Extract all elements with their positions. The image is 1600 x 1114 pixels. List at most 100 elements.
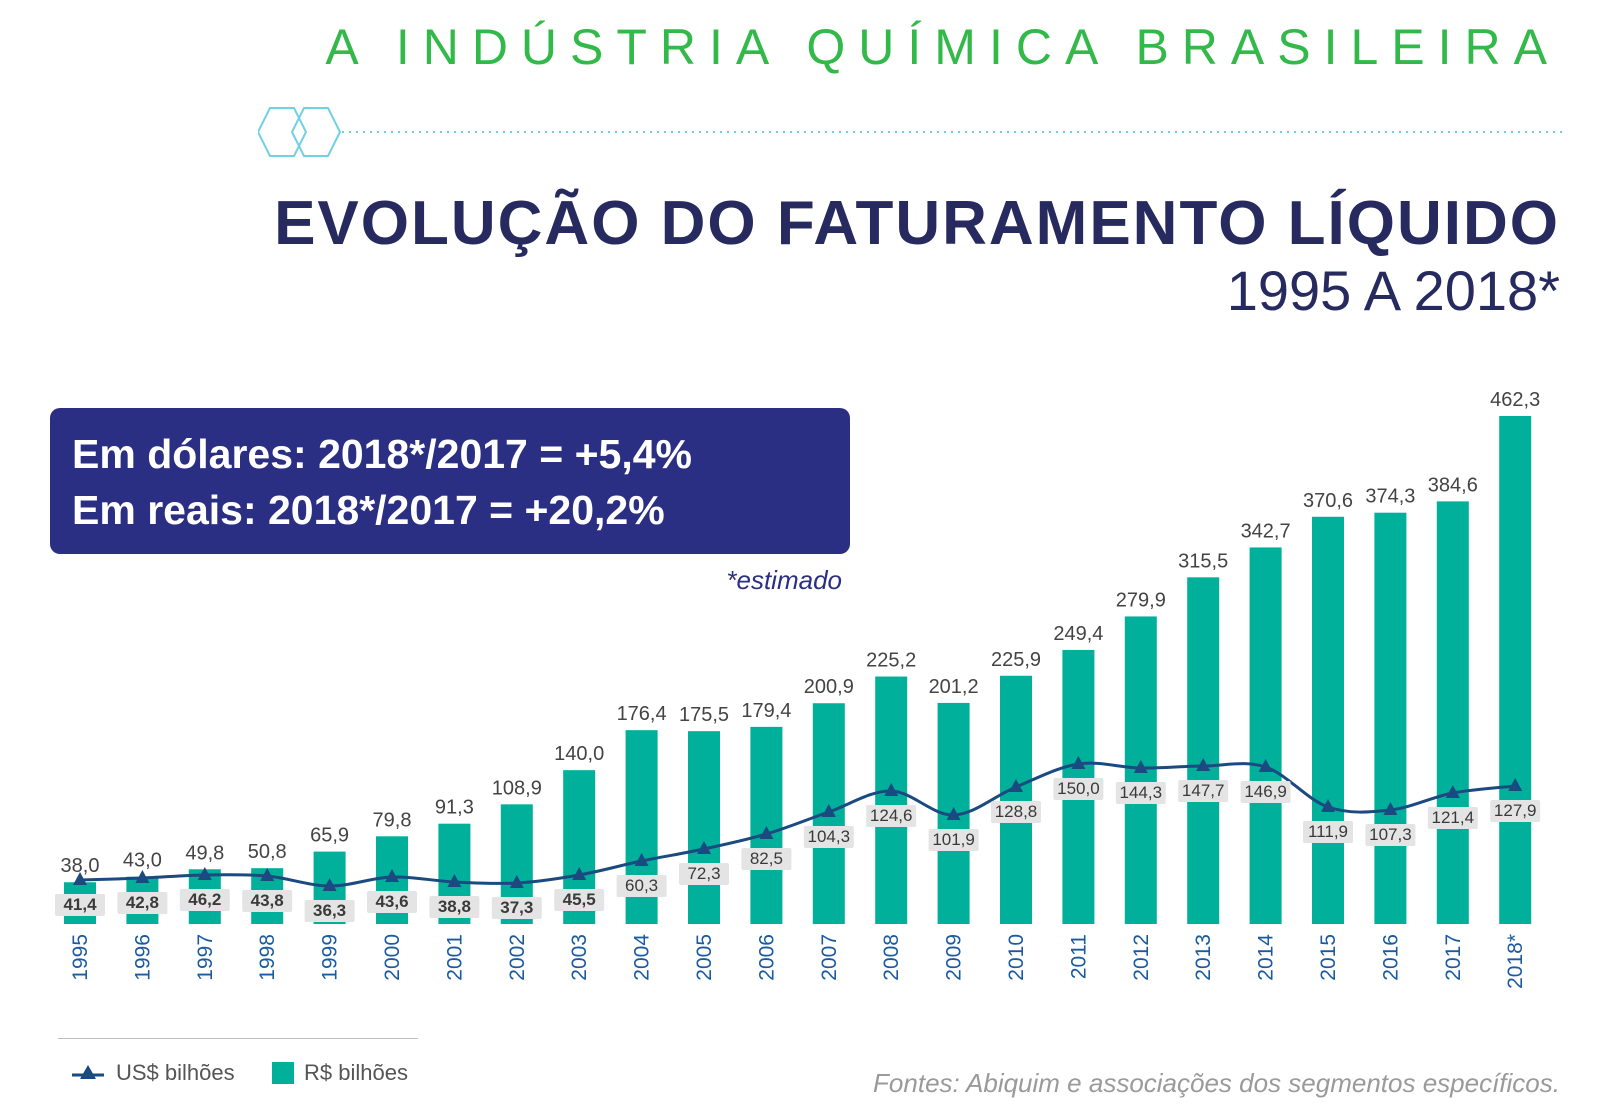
usd-label-bg-2006	[741, 848, 792, 870]
usd-label-2005: 72,3	[687, 864, 720, 883]
usd-label-bg-2011	[1053, 778, 1104, 800]
bar-brl-2013	[1187, 577, 1220, 924]
usd-label-2008: 124,6	[870, 806, 913, 825]
usd-marker-2011	[1071, 756, 1086, 769]
callout-usd-growth: Em dólares: 2018*/2017 = +5,4%	[72, 431, 692, 477]
year-label-2017: 2017	[1442, 934, 1465, 981]
usd-marker-2003	[572, 867, 587, 880]
usd-label-2000: 43,6	[375, 892, 408, 911]
usd-label-2006: 82,5	[750, 849, 783, 868]
usd-marker-1997	[197, 867, 212, 880]
bar-label-2003: 140,0	[554, 743, 604, 765]
bar-label-2007: 200,9	[804, 676, 854, 698]
estimate-note: *estimado	[726, 565, 842, 595]
legend-usd: US$ bilhões	[70, 1060, 235, 1086]
bar-label-1996: 43,0	[123, 850, 162, 872]
year-label-2002: 2002	[506, 934, 529, 981]
year-label-2001: 2001	[443, 934, 466, 981]
bar-label-2008: 225,2	[866, 650, 916, 672]
bar-brl-2006	[750, 726, 783, 924]
usd-label-1996: 42,8	[126, 893, 159, 912]
usd-marker-2007	[821, 804, 836, 817]
usd-marker-2005	[697, 841, 711, 854]
year-label-1997: 1997	[194, 934, 217, 981]
bar-label-1998: 50,8	[248, 841, 287, 863]
usd-marker-2009	[946, 807, 961, 820]
callout-brl-growth: Em reais: 2018*/2017 = +20,2%	[72, 487, 665, 533]
bar-brl-2015	[1312, 516, 1344, 924]
usd-label-2012: 144,3	[1120, 783, 1163, 802]
usd-label-bg-2002	[491, 897, 542, 919]
usd-label-2011: 150,0	[1057, 779, 1100, 798]
usd-label-1999: 36,3	[313, 901, 346, 920]
bar-label-2006: 179,4	[741, 700, 791, 722]
year-label-1996: 1996	[131, 934, 154, 981]
usd-label-bg-2001	[429, 896, 480, 918]
source-note: Fontes: Abiquim e associações dos segmen…	[873, 1068, 1560, 1098]
usd-label-bg-2010	[991, 801, 1041, 823]
usd-marker-2002	[509, 875, 524, 888]
usd-marker-2006	[759, 826, 774, 839]
year-label-2005: 2005	[693, 934, 716, 981]
usd-marker-2012	[1133, 760, 1148, 773]
usd-label-2009: 101,9	[932, 830, 975, 849]
usd-marker-1996	[135, 870, 150, 883]
usd-label-2004: 60,3	[625, 876, 658, 895]
bar-label-1999: 65,9	[310, 825, 349, 847]
year-label-1995: 1995	[69, 934, 92, 981]
usd-label-1995: 41,4	[63, 895, 97, 914]
bar-label-2002: 108,9	[492, 777, 542, 799]
bar-label-2017: 384,6	[1428, 474, 1478, 496]
usd-label-2015: 111,9	[1308, 822, 1348, 841]
usd-marker-2015	[1321, 799, 1335, 812]
usd-marker-2017	[1445, 785, 1460, 798]
usd-label-bg-2015	[1303, 821, 1353, 843]
year-label-2018*: 2018*	[1504, 934, 1527, 989]
bar-label-1997: 49,8	[185, 842, 224, 864]
usd-label-bg-1996	[117, 892, 168, 914]
bar-label-2012: 279,9	[1116, 589, 1166, 611]
bar-label-2005: 175,5	[679, 704, 729, 726]
usd-label-2007: 104,3	[808, 827, 851, 846]
legend-brl-label: R$ bilhões	[304, 1060, 408, 1085]
year-label-2011: 2011	[1067, 934, 1090, 979]
usd-label-bg-2007	[803, 826, 854, 848]
usd-series-line	[79, 761, 1516, 888]
chart-title: EVOLUÇÃO DO FATURAMENTO LÍQUIDO	[274, 189, 1560, 258]
year-label-2006: 2006	[755, 934, 778, 981]
usd-label-2002: 37,3	[500, 898, 533, 917]
year-label-2007: 2007	[818, 934, 841, 981]
usd-marker-1995	[73, 872, 87, 885]
usd-marker-2018*	[1508, 778, 1523, 791]
usd-label-2018*: 127,9	[1494, 801, 1537, 820]
usd-marker-2000	[385, 869, 399, 882]
usd-label-bg-1999	[304, 900, 355, 922]
revenue-chart: 38,0 1995 43,0 1996 49,8 1997 50,8 1998 65,9 1999…	[55, 389, 1540, 989]
bar-label-2004: 176,4	[617, 703, 667, 725]
usd-label-bg-1997	[179, 889, 230, 911]
bar-label-2014: 342,7	[1241, 520, 1291, 542]
usd-label-bg-2004	[616, 875, 667, 897]
bar-brl-2010	[1000, 675, 1032, 924]
year-label-1998: 1998	[256, 934, 279, 981]
usd-label-2016: 107,3	[1369, 825, 1412, 844]
bar-label-2015: 370,6	[1303, 490, 1353, 512]
usd-label-1997: 46,2	[188, 890, 221, 909]
usd-marker-2001	[447, 874, 462, 887]
usd-label-bg-2005	[679, 863, 729, 885]
usd-label-bg-2000	[367, 891, 417, 913]
usd-label-2010: 128,8	[995, 802, 1038, 821]
usd-label-bg-2012	[1115, 782, 1166, 804]
usd-marker-2004	[634, 853, 649, 866]
bar-label-2018*: 462,3	[1490, 389, 1540, 411]
year-label-2009: 2009	[943, 934, 966, 981]
year-label-2016: 2016	[1379, 934, 1402, 981]
usd-marker-2014	[1258, 759, 1273, 772]
square-marker-icon	[272, 1062, 294, 1084]
usd-label-2013: 147,7	[1182, 781, 1225, 800]
usd-label-bg-2017	[1427, 807, 1478, 829]
year-label-2012: 2012	[1130, 934, 1153, 981]
year-label-2013: 2013	[1192, 934, 1215, 981]
top-label: A INDÚSTRIA QUÍMICA BRASILEIRA	[325, 19, 1560, 75]
year-label-2008: 2008	[880, 934, 903, 981]
